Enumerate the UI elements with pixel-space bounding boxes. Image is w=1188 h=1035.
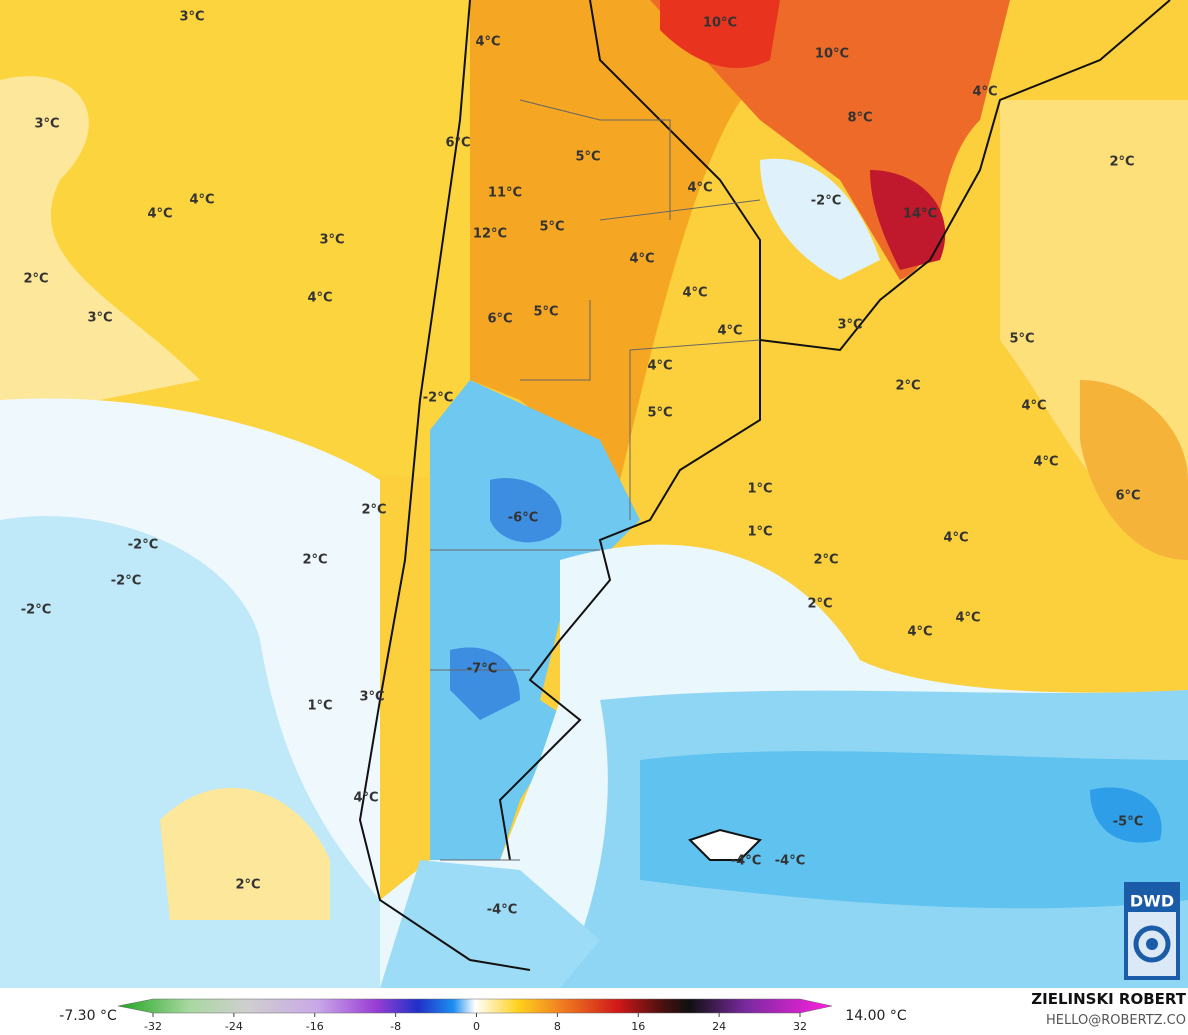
temperature-label: 2°C bbox=[1109, 155, 1134, 170]
temperature-label: 4°C bbox=[647, 359, 672, 374]
temperature-label: 12°C bbox=[473, 227, 507, 242]
legend: -7.30 °C 14.00 °C -32 -24 -16 -8 0 8 16 24 32 bbox=[59, 998, 907, 1033]
tick-label: 0 bbox=[473, 1020, 480, 1033]
temperature-label: 3°C bbox=[359, 690, 384, 705]
temperature-label: 3°C bbox=[87, 311, 112, 326]
temperature-label: -2°C bbox=[21, 603, 51, 618]
temperature-label: 4°C bbox=[353, 791, 378, 806]
temperature-label: 4°C bbox=[943, 531, 968, 546]
temperature-label: -2°C bbox=[811, 194, 841, 209]
temperature-label: 2°C bbox=[813, 553, 838, 568]
temperature-label: 3°C bbox=[319, 233, 344, 248]
temperature-label: 4°C bbox=[1033, 455, 1058, 470]
temperature-label: 4°C bbox=[682, 286, 707, 301]
tick-label: -24 bbox=[225, 1020, 243, 1033]
tick-label: -8 bbox=[390, 1020, 401, 1033]
dwd-logo: DWD bbox=[1124, 882, 1180, 980]
temperature-label: 6°C bbox=[1115, 489, 1140, 504]
tick-label: 24 bbox=[712, 1020, 726, 1033]
temperature-label: 5°C bbox=[533, 305, 558, 320]
temperature-label: 3°C bbox=[34, 117, 59, 132]
temperature-label: 5°C bbox=[647, 406, 672, 421]
temperature-label: 11°C bbox=[488, 186, 522, 201]
temperature-label: 1°C bbox=[747, 482, 772, 497]
temperature-label: 4°C bbox=[972, 85, 997, 100]
tick-label: 32 bbox=[793, 1020, 807, 1033]
temperature-label: 6°C bbox=[487, 312, 512, 327]
temperature-label: 4°C bbox=[307, 291, 332, 306]
temperature-label: 3°C bbox=[179, 10, 204, 25]
temperature-label: -2°C bbox=[111, 574, 141, 589]
temperature-label: -7°C bbox=[467, 662, 497, 677]
temperature-label: -2°C bbox=[128, 538, 158, 553]
temperature-label: 2°C bbox=[302, 553, 327, 568]
temperature-label: 2°C bbox=[895, 379, 920, 394]
temperature-label: 5°C bbox=[1009, 332, 1034, 347]
temperature-label: 4°C bbox=[147, 207, 172, 222]
logo-text: DWD bbox=[1130, 892, 1174, 911]
tick-label: -16 bbox=[306, 1020, 324, 1033]
temperature-label: 10°C bbox=[703, 16, 737, 31]
temperature-label: 4°C bbox=[189, 193, 214, 208]
temperature-label: 1°C bbox=[747, 525, 772, 540]
temperature-label: 5°C bbox=[575, 150, 600, 165]
temperature-label: 14°C bbox=[903, 207, 937, 222]
legend-min: -7.30 °C bbox=[59, 1008, 117, 1024]
legend-max: 14.00 °C bbox=[845, 1008, 907, 1024]
color-bar bbox=[117, 998, 833, 1014]
temperature-label: 3°C bbox=[837, 318, 862, 333]
temperature-label: 4°C bbox=[717, 324, 742, 339]
map bbox=[0, 0, 1188, 988]
temperature-label: 2°C bbox=[23, 272, 48, 287]
temperature-label: 8°C bbox=[847, 111, 872, 126]
temperature-label: -2°C bbox=[423, 391, 453, 406]
temperature-label: -6°C bbox=[508, 511, 538, 526]
temperature-label: 2°C bbox=[807, 597, 832, 612]
tick-label: 8 bbox=[554, 1020, 561, 1033]
temperature-label: 10°C bbox=[815, 47, 849, 62]
temperature-label: -4°C bbox=[731, 854, 761, 869]
temperature-label: -4°C bbox=[775, 854, 805, 869]
tick-label: -32 bbox=[144, 1020, 162, 1033]
tick-label: 16 bbox=[631, 1020, 645, 1033]
temperature-label: 4°C bbox=[629, 252, 654, 267]
temperature-label: 2°C bbox=[235, 878, 260, 893]
temperature-label: 2°C bbox=[361, 503, 386, 518]
temperature-label: 5°C bbox=[539, 220, 564, 235]
temperature-label: -5°C bbox=[1113, 815, 1143, 830]
temperature-label: 6°C bbox=[445, 136, 470, 151]
temperature-label: 4°C bbox=[1021, 399, 1046, 414]
temperature-label: -4°C bbox=[487, 903, 517, 918]
temperature-label: 4°C bbox=[955, 611, 980, 626]
temperature-labels: 3°C 4°C 10°C 10°C 4°C 3°C 6°C 8°C 5°C 2°C 4°C 4°C 11… bbox=[21, 10, 1143, 918]
temperature-label: 4°C bbox=[907, 625, 932, 640]
credit-name: ZIELINSKI ROBERT bbox=[1031, 990, 1186, 1008]
temperature-label: 4°C bbox=[475, 35, 500, 50]
temperature-label: 1°C bbox=[307, 699, 332, 714]
credit-email: HELLO@ROBERTZ.CO bbox=[1046, 1013, 1186, 1028]
temperature-label: 4°C bbox=[687, 181, 712, 196]
